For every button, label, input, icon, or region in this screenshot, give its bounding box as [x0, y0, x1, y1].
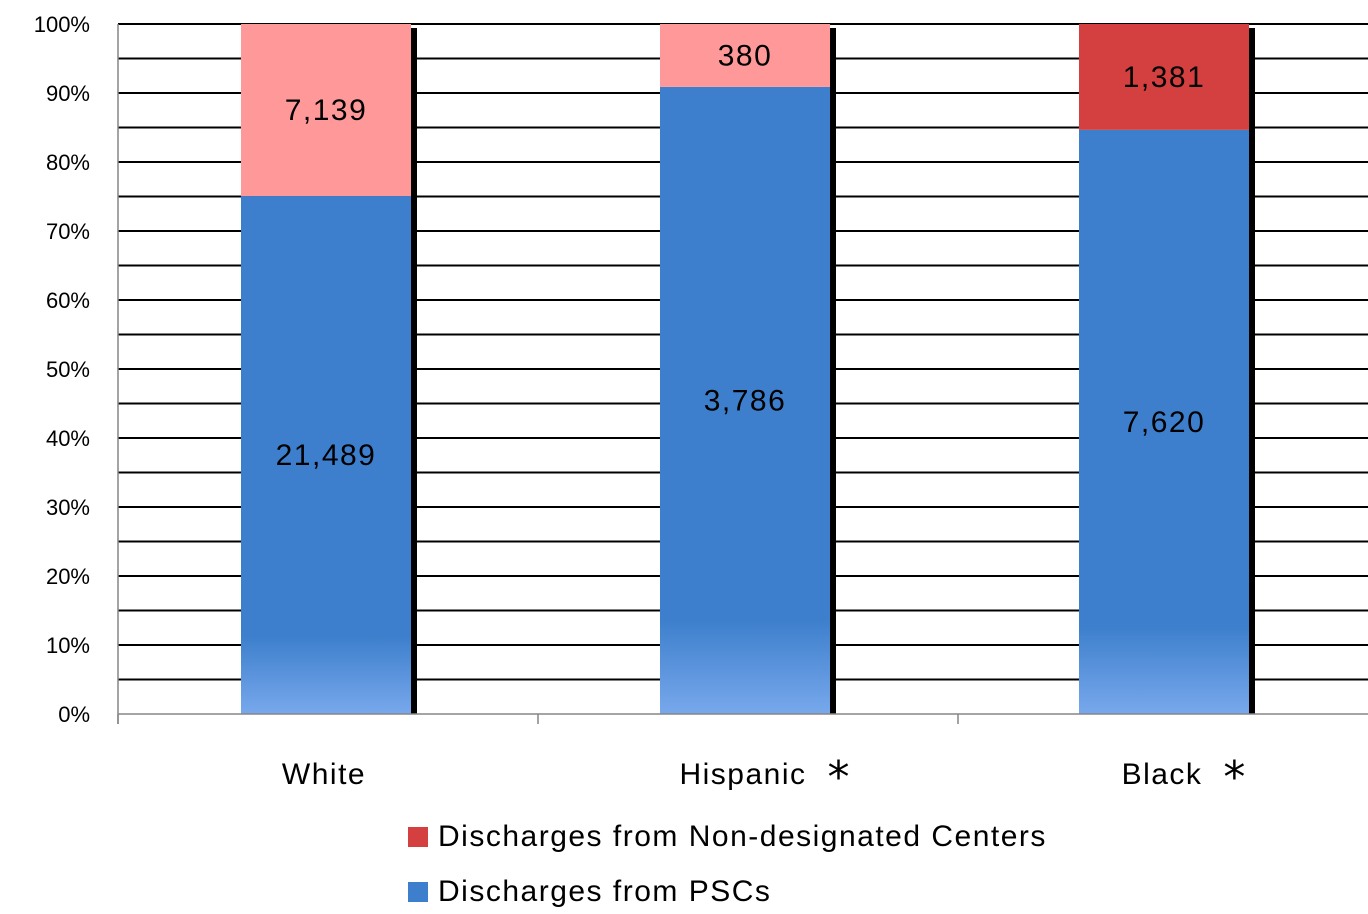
- y-tick-label: 0%: [58, 702, 90, 727]
- x-tick-labels: White Hispanic * Black *: [282, 752, 1246, 803]
- bar-shadow: [411, 28, 417, 714]
- significance-marker: *: [828, 752, 850, 803]
- data-label-non-designated: 1,381: [1123, 61, 1206, 94]
- legend-swatch-non-designated: [408, 827, 428, 847]
- x-tick-label: Hispanic: [679, 758, 806, 791]
- y-tick-label: 80%: [46, 150, 90, 175]
- axes: [117, 24, 1368, 724]
- y-tick-label: 90%: [46, 81, 90, 106]
- bar-segment-non-designated: [660, 24, 830, 87]
- y-tick-label: 70%: [46, 219, 90, 244]
- data-label-pscs: 3,786: [704, 384, 787, 417]
- x-tick-label: Black: [1122, 758, 1203, 791]
- y-tick-label: 30%: [46, 495, 90, 520]
- legend-label-pscs: Discharges from PSCs: [438, 875, 772, 908]
- legend-item-pscs: Discharges from PSCs: [408, 875, 771, 909]
- legend-swatch-pscs: [408, 882, 428, 902]
- bar-segment-non-designated: [1079, 24, 1249, 130]
- legend-item-non-designated: Discharges from Non-designated Centers: [408, 820, 1047, 854]
- bars: 21,489 7,139 3,786 380 7,620 1,381: [241, 24, 1255, 715]
- significance-marker: *: [1223, 752, 1245, 803]
- data-label-pscs: 7,620: [1123, 406, 1206, 439]
- bar-shadow: [830, 28, 836, 714]
- x-tick-label: White: [282, 758, 366, 791]
- bar-segment-pscs: [241, 196, 411, 714]
- data-label-pscs: 21,489: [276, 439, 377, 472]
- y-tick-label: 10%: [46, 633, 90, 658]
- legend-label-non-designated: Discharges from Non-designated Centers: [438, 820, 1047, 853]
- bar-segment-pscs: [660, 86, 830, 715]
- y-tick-label: 60%: [46, 288, 90, 313]
- bar-segment-non-designated: [241, 24, 411, 197]
- bar-shadow: [1249, 28, 1255, 714]
- y-tick-label: 20%: [46, 564, 90, 589]
- y-tick-labels: 0% 10% 20% 30% 40% 50% 60% 70% 80% 90% 100%: [34, 12, 90, 727]
- y-tick-label: 50%: [46, 357, 90, 382]
- y-tick-label: 40%: [46, 426, 90, 451]
- data-label-non-designated: 7,139: [285, 94, 368, 127]
- data-label-non-designated: 380: [718, 39, 773, 72]
- y-tick-label: 100%: [34, 12, 90, 37]
- bar-segment-pscs: [1079, 129, 1249, 715]
